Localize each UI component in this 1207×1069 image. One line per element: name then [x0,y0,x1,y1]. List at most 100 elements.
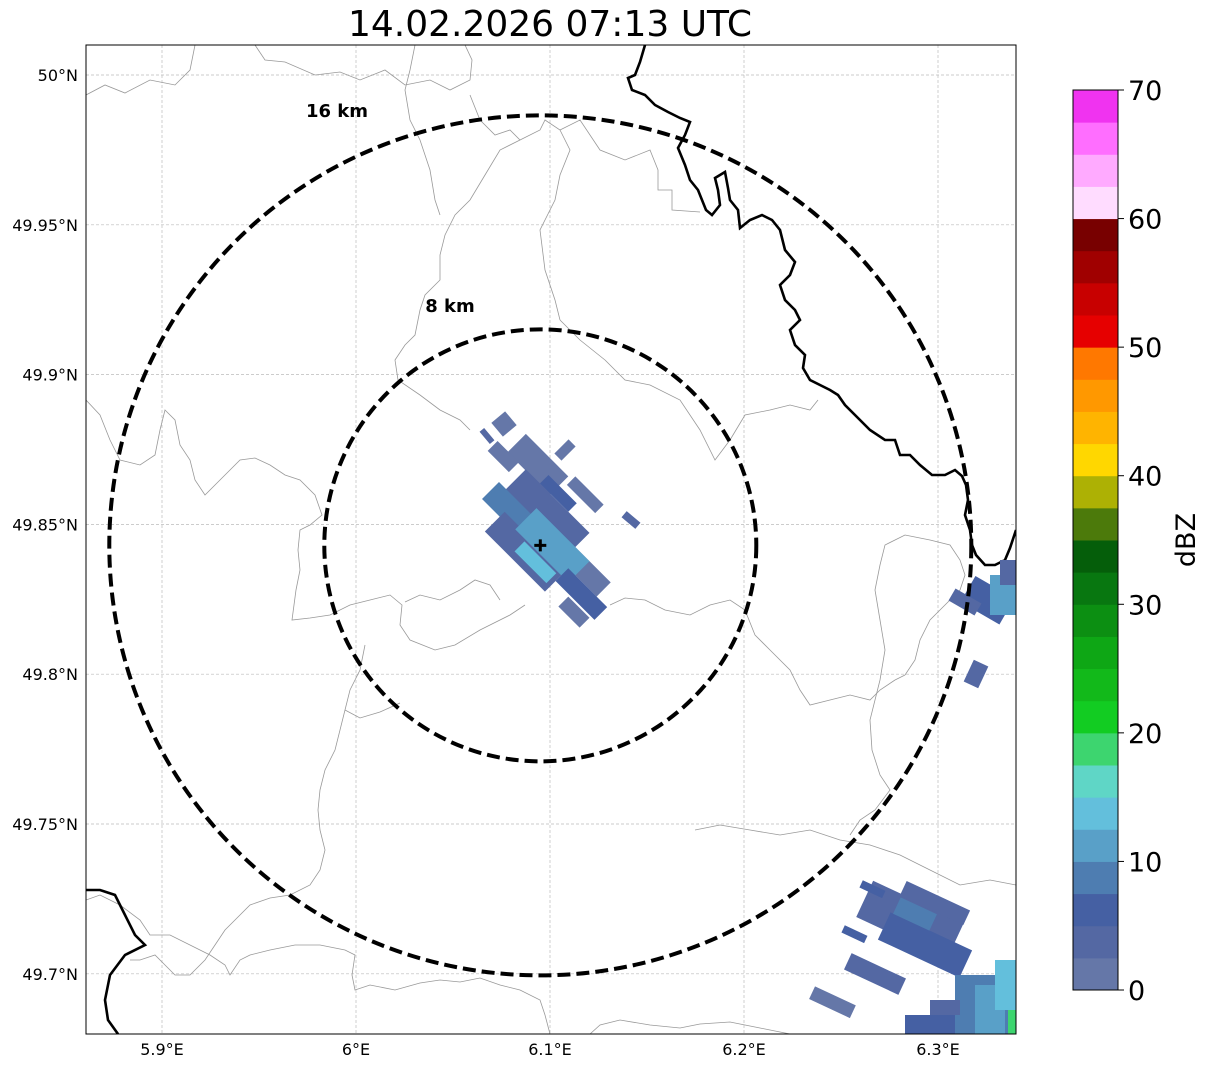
colorbar-segment [1073,861,1118,895]
echo-cell [539,474,577,512]
colorbar-segment [1073,379,1118,412]
colorbar-tick-label: 60 [1128,205,1162,236]
echo-cluster-east [948,560,1016,689]
x-axis-ticks: 5.9°E 6°E 6.1°E 6.2°E 6.3°E [140,1040,960,1059]
national-border-south-west [86,888,148,1034]
radar-echoes [479,411,1016,1034]
colorbar-tick-label: 50 [1128,333,1162,364]
y-tick-label: 49.85°N [12,515,78,534]
colorbar-segment [1073,507,1118,541]
colorbar-segment [1073,347,1118,380]
colorbar-label: dBZ [1171,513,1202,567]
border-line [394,139,521,431]
colorbar-tick-label: 40 [1128,462,1162,493]
colorbar-segment [1073,668,1118,702]
y-tick-label: 49.9°N [22,366,78,385]
x-tick-label: 6.1°E [528,1040,572,1059]
border-line [344,702,401,719]
echo-cell [1008,1010,1016,1034]
range-ring-label: 8 km [425,296,475,317]
colorbar-segment [1073,282,1118,316]
y-tick-label: 49.75°N [12,815,78,834]
echo-cell [558,596,590,628]
range-ring-label: 16 km [306,101,368,122]
echo-cell [905,1015,955,1034]
x-tick-label: 6°E [342,1040,370,1059]
echo-cell [899,880,971,926]
echo-cell [487,441,519,473]
map-title: 14.02.2026 07:13 UTC [347,4,753,45]
colorbar-segment [1073,700,1118,734]
colorbar-segment [1073,957,1118,991]
echo-cell [995,960,1016,1010]
colorbar: 0 10 20 30 40 50 60 70 dBZ [1072,76,1202,1007]
colorbar-tick-label: 70 [1128,76,1162,107]
echo-cell [621,511,641,529]
range-ring [322,327,759,764]
colorbar-segment [1073,893,1118,927]
echo-cell [555,568,608,620]
colorbar-segment [1073,154,1118,187]
border-line [609,597,906,706]
echo-cell [930,1000,960,1015]
colorbar-segment [1073,122,1118,155]
border-line [559,319,819,461]
colorbar-segment [1073,411,1118,445]
colorbar-tick-label: 20 [1128,719,1162,750]
border-line [589,1019,791,1034]
colorbar-segment [1073,797,1118,830]
national-border-north-east [626,45,1016,567]
national-borders [86,45,1016,1034]
echo-cell [841,925,868,944]
y-tick-label: 49.8°N [22,665,78,684]
echo-cell [479,427,495,445]
colorbar-segment [1073,604,1118,637]
echo-cell [514,541,557,584]
x-tick-label: 6.2°E [722,1040,766,1059]
colorbar-segment [1073,829,1118,862]
echo-cell [515,508,590,583]
border-line [130,644,366,976]
echo-cell [948,588,982,616]
echo-cell [1000,560,1016,585]
border-line [404,579,501,603]
echo-cell [963,659,989,689]
echo-cell [554,439,576,461]
colorbar-tick-label: 0 [1128,976,1145,1007]
echo-cell [566,476,604,514]
colorbar-segment [1073,475,1118,509]
map-area: 8 km 16 km [85,44,1017,1035]
x-tick-label: 5.9°E [140,1040,184,1059]
echo-cell [844,953,906,995]
colorbar-segment [1073,186,1118,220]
map-frame [85,44,1017,1035]
border-line [404,45,441,216]
y-tick-label: 49.95°N [12,216,78,235]
border-line [254,45,473,91]
colorbar-frame [1072,89,1119,991]
echo-cell [809,986,856,1019]
radar-site-marker [534,539,547,552]
colorbar-segment [1073,218,1118,252]
colorbar-segment [1073,443,1118,477]
municipal-borders [86,45,1016,1034]
colorbar-segment [1073,315,1118,348]
x-tick-label: 6.3°E [916,1040,960,1059]
border-line [86,894,551,1034]
y-axis-ticks: 50°N 49.95°N 49.9°N 49.85°N 49.8°N 49.75°N 49.… [12,66,78,984]
border-line [694,824,1016,886]
echo-cell [504,469,590,555]
border-line [86,45,196,96]
colorbar-segment [1073,572,1118,605]
range-rings: 8 km 16 km [107,101,974,978]
echo-cluster-central [482,433,611,628]
colorbar-tick-label: 10 [1128,847,1162,878]
colorbar-segment [1073,925,1118,959]
colorbar-segment [1073,732,1118,766]
range-ring [107,113,974,978]
y-tick-label: 49.7°N [22,965,78,984]
border-line [559,119,701,213]
colorbar-tick-label: 30 [1128,590,1162,621]
border-line [849,534,966,836]
